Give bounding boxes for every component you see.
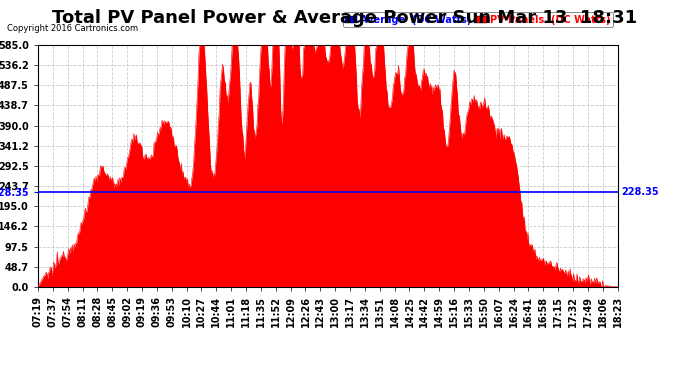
Legend: Average  (DC Watts), PV Panels  (DC Watts): Average (DC Watts), PV Panels (DC Watts)	[343, 12, 613, 27]
Text: Total PV Panel Power & Average Power Sun Mar 13  18:31: Total PV Panel Power & Average Power Sun…	[52, 9, 638, 27]
Text: Copyright 2016 Cartronics.com: Copyright 2016 Cartronics.com	[7, 24, 138, 33]
Text: 228.35: 228.35	[622, 188, 660, 198]
